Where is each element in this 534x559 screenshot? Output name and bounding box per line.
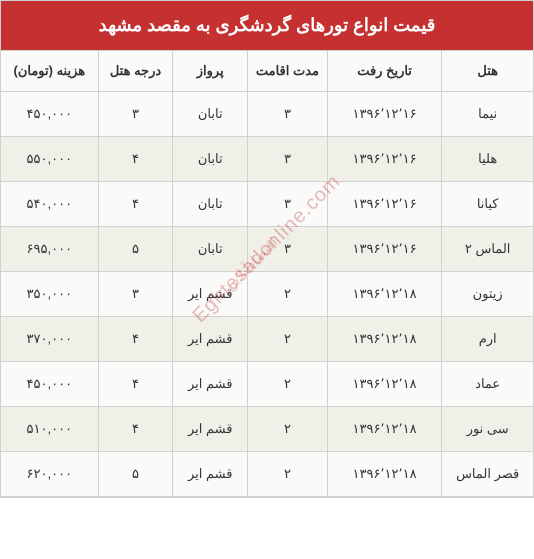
table-row: ارم۱۳۹۶٬۱۲٬۱۸۲قشم ایر۴۳۷۰,۰۰۰ — [1, 317, 533, 362]
cell-duration: ۲ — [247, 362, 327, 407]
cell-price: ۵۵۰,۰۰۰ — [1, 137, 98, 182]
cell-flight: قشم ایر — [172, 317, 247, 362]
cell-hotel: قصر الماس — [441, 452, 533, 497]
cell-hotel: ارم — [441, 317, 533, 362]
cell-hotel: عماد — [441, 362, 533, 407]
cell-grade: ۴ — [98, 362, 173, 407]
header-date: تاریخ رفت — [327, 51, 442, 92]
cell-grade: ۵ — [98, 452, 173, 497]
cell-date: ۱۳۹۶٬۱۲٬۱۸ — [327, 407, 442, 452]
table-row: کیانا۱۳۹۶٬۱۲٬۱۶۳تابان۴۵۴۰,۰۰۰ — [1, 182, 533, 227]
cell-flight: قشم ایر — [172, 362, 247, 407]
cell-date: ۱۳۹۶٬۱۲٬۱۸ — [327, 362, 442, 407]
table-row: عماد۱۳۹۶٬۱۲٬۱۸۲قشم ایر۴۴۵۰,۰۰۰ — [1, 362, 533, 407]
header-grade: درجه هتل — [98, 51, 173, 92]
cell-price: ۳۷۰,۰۰۰ — [1, 317, 98, 362]
cell-date: ۱۳۹۶٬۱۲٬۱۸ — [327, 317, 442, 362]
table-header-row: هتل تاریخ رفت مدت اقامت پرواز درجه هتل ه… — [1, 51, 533, 92]
cell-grade: ۴ — [98, 182, 173, 227]
cell-price: ۵۴۰,۰۰۰ — [1, 182, 98, 227]
table-row: زیتون۱۳۹۶٬۱۲٬۱۸۲قشم ایر۳۳۵۰,۰۰۰ — [1, 272, 533, 317]
cell-date: ۱۳۹۶٬۱۲٬۱۸ — [327, 452, 442, 497]
cell-grade: ۴ — [98, 137, 173, 182]
cell-flight: قشم ایر — [172, 407, 247, 452]
cell-hotel: سی نور — [441, 407, 533, 452]
header-flight: پرواز — [172, 51, 247, 92]
cell-price: ۶۲۰,۰۰۰ — [1, 452, 98, 497]
cell-flight: تابان — [172, 92, 247, 137]
cell-date: ۱۳۹۶٬۱۲٬۱۶ — [327, 182, 442, 227]
tour-price-table: قیمت انواع تورهای گردشگری به مقصد مشهد ه… — [0, 0, 534, 498]
cell-duration: ۳ — [247, 182, 327, 227]
cell-flight: تابان — [172, 227, 247, 272]
cell-duration: ۳ — [247, 137, 327, 182]
table-row: سی نور۱۳۹۶٬۱۲٬۱۸۲قشم ایر۴۵۱۰,۰۰۰ — [1, 407, 533, 452]
cell-grade: ۵ — [98, 227, 173, 272]
cell-grade: ۳ — [98, 272, 173, 317]
cell-flight: قشم ایر — [172, 272, 247, 317]
cell-date: ۱۳۹۶٬۱۲٬۱۶ — [327, 227, 442, 272]
cell-duration: ۳ — [247, 227, 327, 272]
cell-duration: ۲ — [247, 317, 327, 362]
cell-price: ۳۵۰,۰۰۰ — [1, 272, 98, 317]
cell-hotel: هلیا — [441, 137, 533, 182]
cell-duration: ۲ — [247, 452, 327, 497]
table-row: قصر الماس۱۳۹۶٬۱۲٬۱۸۲قشم ایر۵۶۲۰,۰۰۰ — [1, 452, 533, 497]
cell-duration: ۳ — [247, 92, 327, 137]
cell-duration: ۲ — [247, 272, 327, 317]
table-body: نیما۱۳۹۶٬۱۲٬۱۶۳تابان۳۴۵۰,۰۰۰هلیا۱۳۹۶٬۱۲٬… — [1, 92, 533, 497]
table-row: نیما۱۳۹۶٬۱۲٬۱۶۳تابان۳۴۵۰,۰۰۰ — [1, 92, 533, 137]
cell-flight: قشم ایر — [172, 452, 247, 497]
cell-price: ۵۱۰,۰۰۰ — [1, 407, 98, 452]
header-duration: مدت اقامت — [247, 51, 327, 92]
cell-flight: تابان — [172, 182, 247, 227]
cell-hotel: الماس ۲ — [441, 227, 533, 272]
header-hotel: هتل — [441, 51, 533, 92]
cell-duration: ۲ — [247, 407, 327, 452]
cell-grade: ۴ — [98, 407, 173, 452]
table-title: قیمت انواع تورهای گردشگری به مقصد مشهد — [1, 1, 533, 51]
cell-price: ۴۵۰,۰۰۰ — [1, 362, 98, 407]
cell-flight: تابان — [172, 137, 247, 182]
table-row: الماس ۲۱۳۹۶٬۱۲٬۱۶۳تابان۵۶۹۵,۰۰۰ — [1, 227, 533, 272]
cell-date: ۱۳۹۶٬۱۲٬۱۶ — [327, 137, 442, 182]
cell-date: ۱۳۹۶٬۱۲٬۱۶ — [327, 92, 442, 137]
table-row: هلیا۱۳۹۶٬۱۲٬۱۶۳تابان۴۵۵۰,۰۰۰ — [1, 137, 533, 182]
cell-grade: ۳ — [98, 92, 173, 137]
header-price: هزینه (تومان) — [1, 51, 98, 92]
cell-hotel: نیما — [441, 92, 533, 137]
cell-price: ۶۹۵,۰۰۰ — [1, 227, 98, 272]
cell-grade: ۴ — [98, 317, 173, 362]
cell-hotel: زیتون — [441, 272, 533, 317]
cell-date: ۱۳۹۶٬۱۲٬۱۸ — [327, 272, 442, 317]
cell-hotel: کیانا — [441, 182, 533, 227]
cell-price: ۴۵۰,۰۰۰ — [1, 92, 98, 137]
